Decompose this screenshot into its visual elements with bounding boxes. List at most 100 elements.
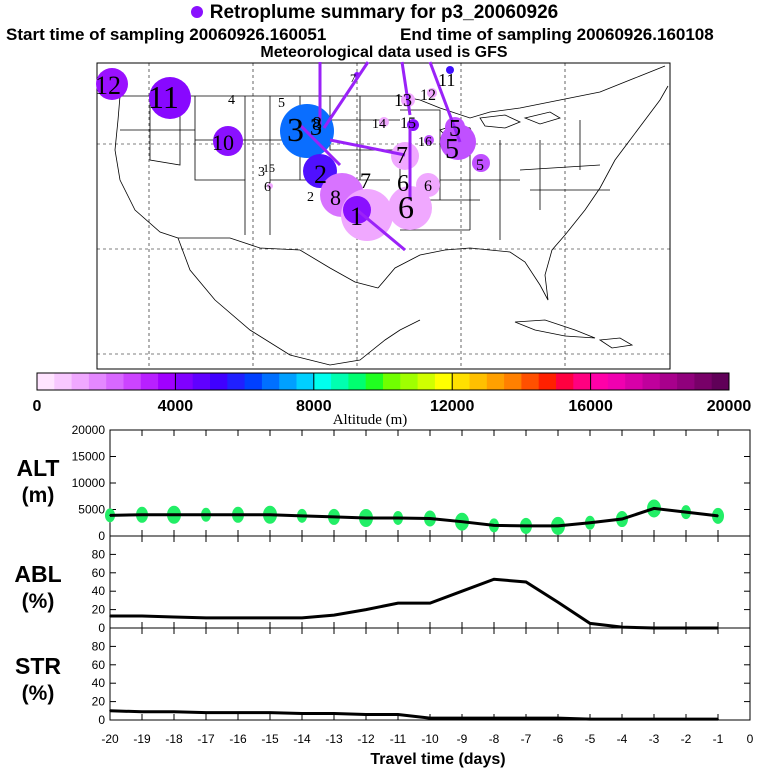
plume-label: 6 [264, 180, 271, 195]
x-tick-label: -13 [325, 732, 343, 746]
data-point [301, 712, 303, 715]
colorbar-swatch [210, 373, 228, 390]
x-tick-label: -17 [197, 732, 215, 746]
plume-label: 6 [424, 178, 432, 195]
colorbar-swatch [106, 373, 124, 390]
x-tick-label: -15 [261, 732, 279, 746]
plume-circle [424, 135, 434, 145]
data-point [621, 626, 623, 628]
data-point [557, 717, 559, 719]
x-tick-label: -12 [357, 732, 375, 746]
y-tick-label: 0 [98, 529, 105, 543]
plume-label: 7 [396, 143, 408, 169]
data-point [557, 525, 559, 527]
data-point [717, 515, 719, 517]
panel-yunit: (%) [22, 590, 55, 613]
y-tick-label: 60 [92, 566, 106, 580]
data-point [333, 712, 335, 715]
colorbar-swatch [607, 373, 626, 390]
y-tick-label: 20 [92, 603, 106, 617]
data-point [461, 520, 463, 523]
data-point [589, 521, 591, 524]
colorbar-swatch [192, 373, 211, 390]
x-tick-label: -19 [133, 732, 151, 746]
panel-yunit: (m) [22, 484, 55, 507]
plume-label: 16 [418, 135, 432, 150]
y-tick-label: 80 [92, 639, 106, 653]
start-time: Start time of sampling 20060926.160051 [6, 25, 327, 44]
data-point [237, 617, 239, 619]
colorbar-swatch [365, 373, 384, 390]
data-point [365, 517, 367, 519]
x-tick-label: -4 [617, 732, 628, 746]
colorbar-swatch [659, 373, 678, 390]
colorbar-swatch [313, 373, 332, 390]
data-point [269, 711, 271, 714]
plume-label: 15 [400, 115, 416, 132]
x-tick-label: 0 [747, 732, 754, 746]
data-point [493, 578, 495, 581]
colorbar-swatch [486, 373, 505, 390]
data-point [493, 524, 495, 527]
x-tick-label: -9 [457, 732, 468, 746]
colorbar-swatch [244, 373, 263, 390]
data-point [429, 717, 431, 719]
data-point [397, 517, 399, 519]
data-point [461, 717, 463, 719]
x-tick-label: -8 [489, 732, 500, 746]
x-tick-label: -5 [585, 732, 596, 746]
y-tick-label: 15000 [72, 450, 106, 464]
colorbar-swatch [434, 373, 453, 390]
plume-label: 3 [258, 165, 265, 180]
plume-circle [149, 77, 191, 119]
data-point [525, 525, 527, 527]
y-tick-label: 60 [92, 658, 106, 672]
y-tick-label: 0 [98, 621, 105, 635]
plume-label: 3 [287, 112, 304, 149]
plume-label: 1 [350, 202, 363, 231]
colorbar-label: Altitude (m) [333, 412, 408, 428]
data-point [173, 514, 175, 516]
plume-label: 7 [360, 168, 371, 193]
plume-label: 5 [278, 96, 285, 111]
colorbar-swatch [556, 373, 574, 390]
plume-circle [213, 126, 243, 156]
data-point [397, 602, 399, 604]
plume-circle [267, 183, 273, 189]
colorbar-swatch [88, 373, 107, 390]
colorbar-swatch [261, 373, 280, 390]
plume-trajectories [298, 61, 462, 252]
colorbar-swatch [54, 373, 73, 390]
colorbar-swatch [331, 373, 349, 390]
plume-label: 12 [420, 87, 436, 104]
plume-label: 11 [148, 79, 179, 115]
panel-frame [109, 535, 751, 629]
plume-circle [427, 88, 437, 98]
colorbar-swatch [590, 373, 609, 390]
x-tick-label: -1 [713, 732, 724, 746]
colorbar-tick-label: 8000 [296, 398, 332, 415]
data-point [525, 717, 527, 719]
data-point [237, 711, 239, 714]
x-tick-label: -20 [101, 732, 119, 746]
colorbar-swatch [642, 373, 661, 390]
colorbar-swatch [140, 373, 159, 390]
data-point [269, 514, 271, 516]
colorbar-tick-label: 0 [33, 398, 42, 415]
data-point [621, 718, 623, 720]
plume-label: 11 [438, 70, 455, 90]
series-line-abl [110, 577, 718, 630]
data-point [525, 581, 527, 583]
x-tick-label: -10 [421, 732, 439, 746]
colorbar-swatch [400, 373, 419, 390]
y-tick-label: 40 [92, 676, 106, 690]
colorbar-swatch [538, 373, 557, 390]
plume-label: 8 [330, 185, 341, 210]
time-series-panels: 0 5000 10000 15000 20000 ALT (m) 0 20 40 60 80 ABL (%… [14, 423, 753, 768]
colorbar-swatch [711, 373, 730, 390]
colorbar-swatch [694, 373, 713, 390]
plume-label: 15 [263, 161, 275, 175]
plume-label: 13 [394, 90, 412, 110]
plume-circle [416, 173, 440, 197]
data-point [205, 617, 207, 619]
